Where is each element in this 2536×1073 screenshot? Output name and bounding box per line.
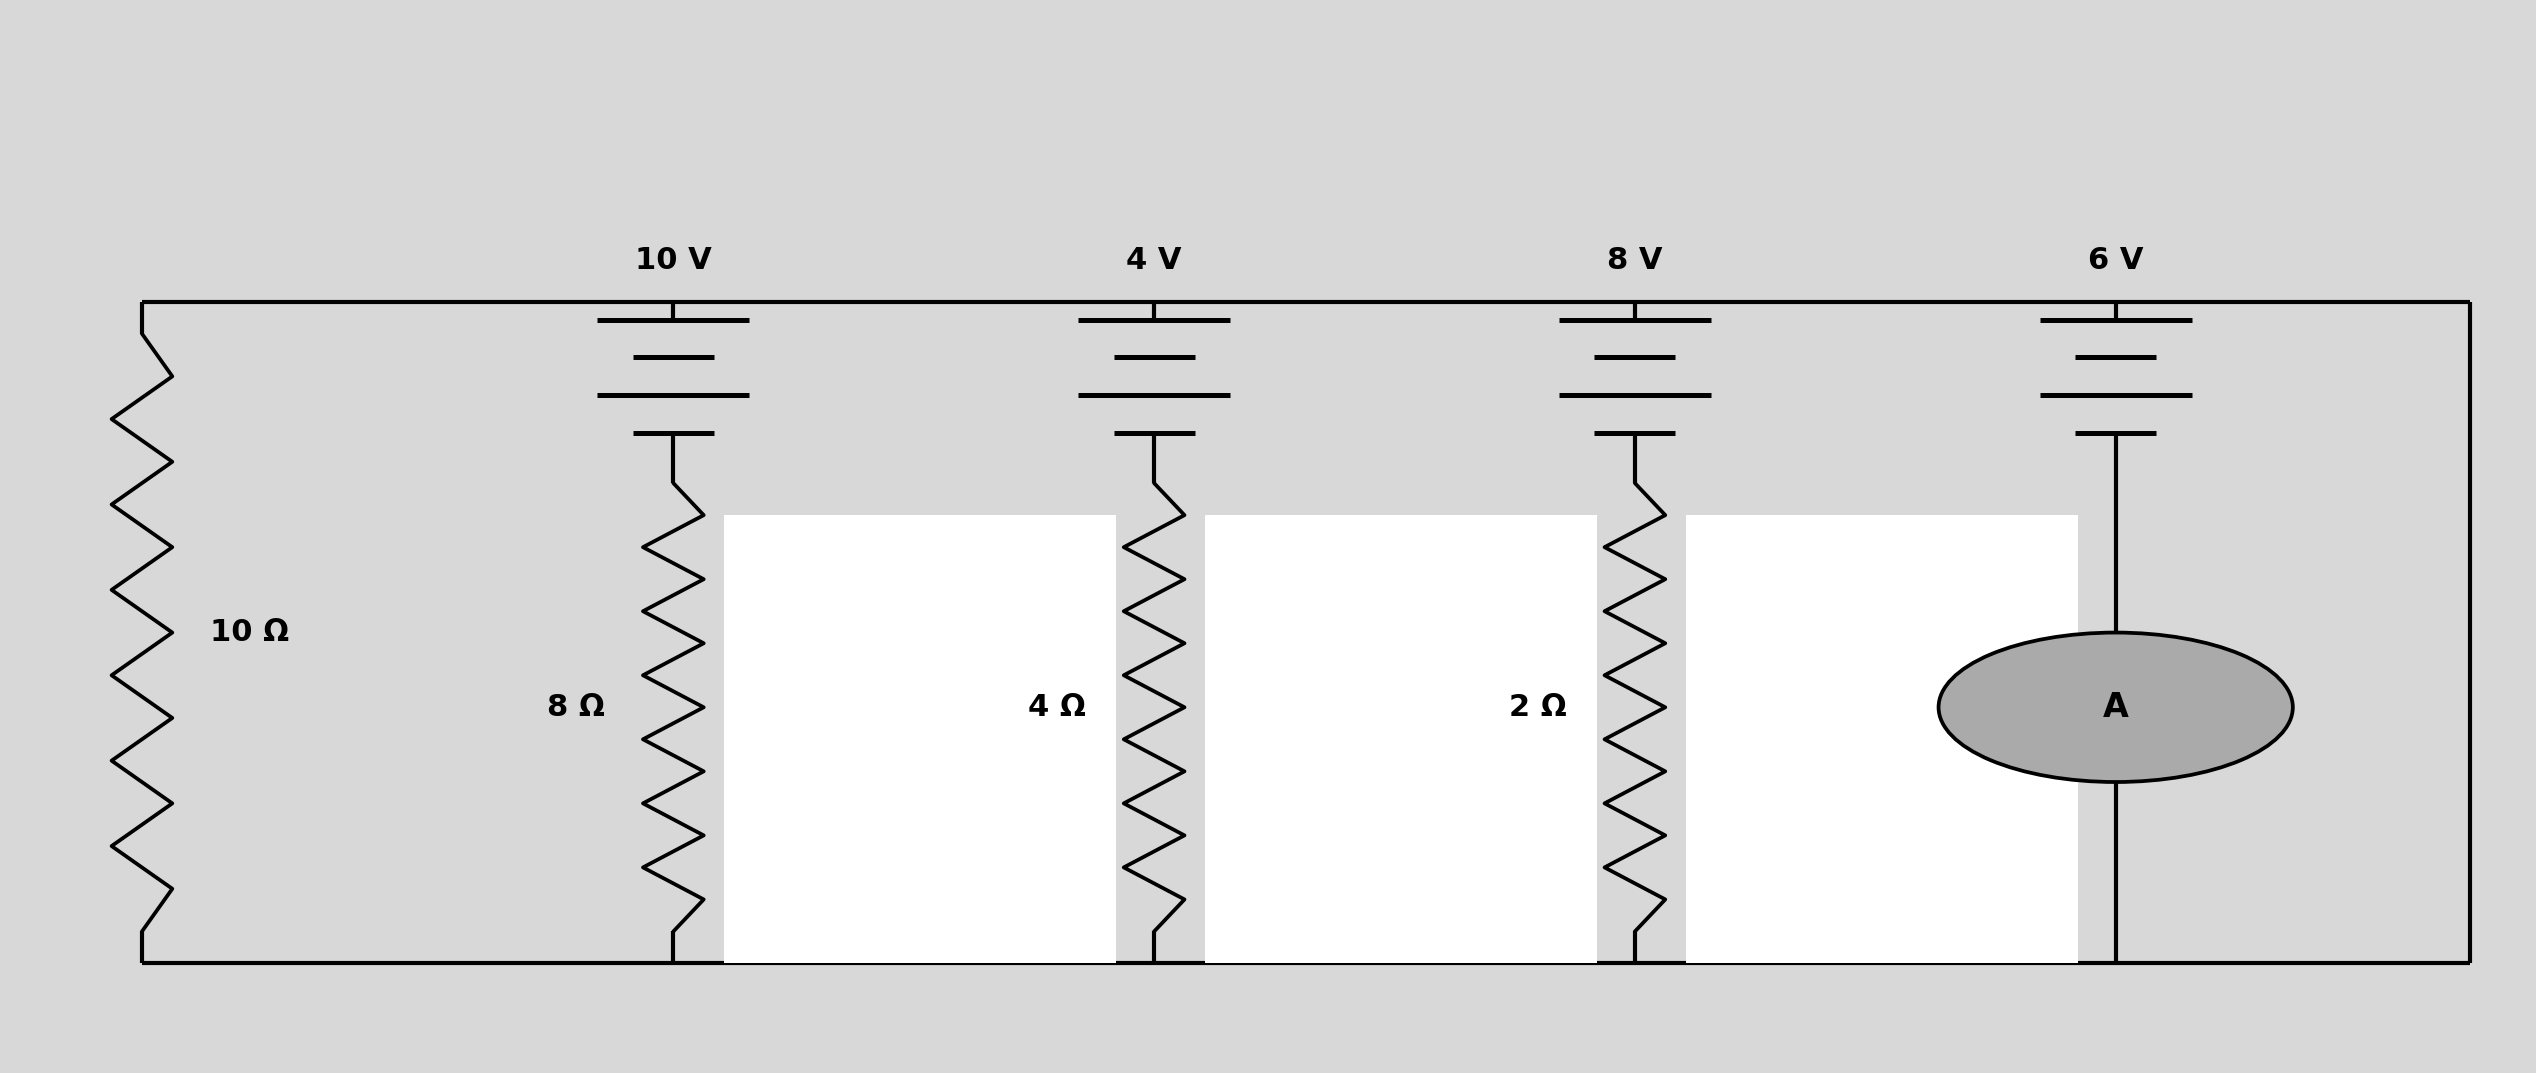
Text: 4 V: 4 V xyxy=(1126,246,1182,275)
Text: 8 Ω: 8 Ω xyxy=(548,693,606,722)
Text: 10 V: 10 V xyxy=(634,246,713,275)
Bar xyxy=(723,515,1116,964)
Circle shape xyxy=(1938,633,2293,782)
Text: 2 Ω: 2 Ω xyxy=(1509,693,1567,722)
Text: 6 V: 6 V xyxy=(2087,246,2143,275)
Text: 8 V: 8 V xyxy=(1608,246,1664,275)
Text: 4 Ω: 4 Ω xyxy=(1027,693,1085,722)
Text: 10 Ω: 10 Ω xyxy=(210,618,289,647)
Bar xyxy=(1686,515,2077,964)
Bar xyxy=(1205,515,1598,964)
Text: A: A xyxy=(2102,691,2128,724)
